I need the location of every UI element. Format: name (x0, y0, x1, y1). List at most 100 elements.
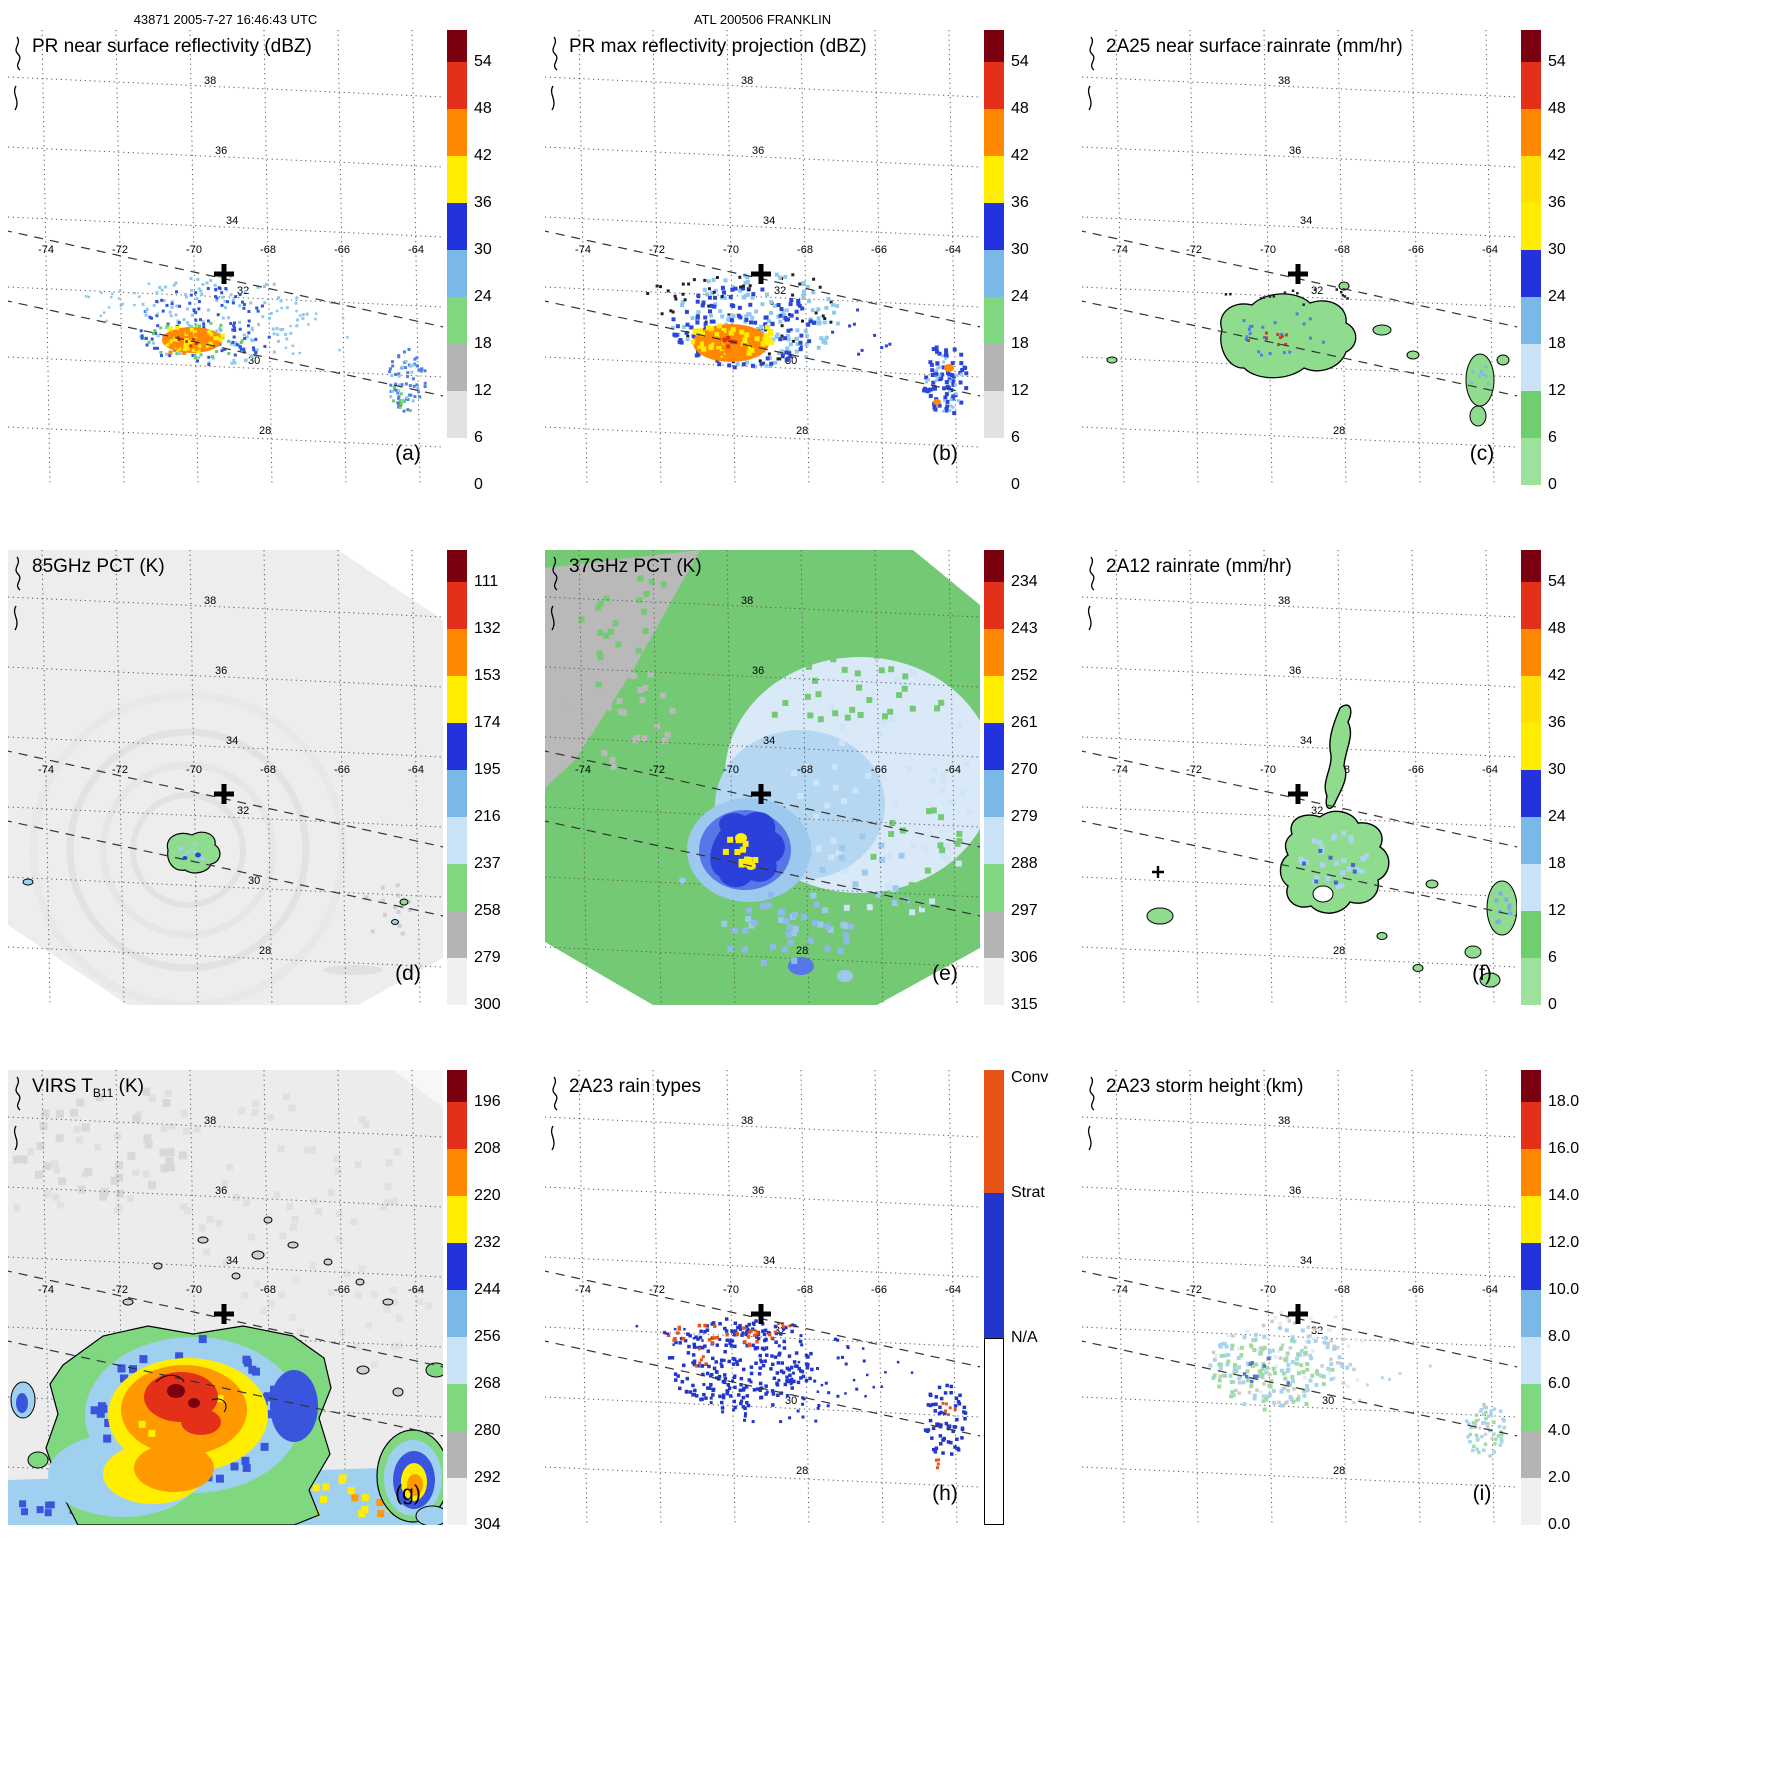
latitude-gridline (545, 806, 980, 828)
texture-arc (130, 792, 246, 908)
lon-label: -66 (1408, 764, 1424, 776)
map-blob (837, 970, 853, 982)
colorbar-tick-label: 174 (474, 714, 501, 731)
colorbar-tick-label: 306 (1011, 949, 1038, 966)
map-blob (195, 852, 201, 858)
latitude-gridline (545, 216, 980, 238)
colorbar-tick-label: 279 (474, 949, 501, 966)
lat-label: 38 (204, 75, 216, 87)
panel-b: 38 36 34 32 30 28 -74 -72 -70 -68 -66 -64 (b) PR max… (545, 30, 1082, 550)
colorbar-segment (984, 203, 1004, 250)
map-blob (399, 898, 409, 906)
colorbar-tick-label: 42 (474, 147, 492, 164)
map-region (338, 550, 443, 620)
colorbar-bar (984, 1070, 1004, 1525)
colorbar-segment (984, 391, 1004, 438)
coastline-icon (1087, 85, 1092, 111)
speckle-cluster (1224, 288, 1349, 306)
lat-label: 30 (1322, 1395, 1334, 1407)
lon-label: -74 (575, 764, 591, 776)
speckle-cluster (691, 1323, 866, 1424)
colorbar-tick-label: 0 (474, 476, 483, 493)
colorbar-segment (1521, 676, 1541, 723)
map-blob (356, 1365, 370, 1375)
speckle-cluster (241, 1262, 433, 1369)
longitude-gridline (874, 1070, 884, 1525)
speckle-cluster (1302, 848, 1357, 885)
lon-label: -66 (1408, 244, 1424, 256)
speckle-cluster (789, 308, 892, 356)
colorbar-over-range-segment (447, 30, 467, 62)
latitude-gridline (545, 596, 980, 618)
map-blob (16, 1393, 28, 1413)
map-blob (1324, 704, 1352, 810)
speckle-cluster (797, 1346, 914, 1398)
longitude-gridline (337, 1070, 347, 1525)
colorbar-tick-label: 18 (474, 335, 492, 352)
latitude-gridline (545, 1186, 980, 1208)
colorbar-tick-label: 2.0 (1548, 1469, 1571, 1486)
speckle-cluster (694, 330, 757, 361)
panel-letter: (i) (1473, 1482, 1492, 1505)
panel-letter: (g) (395, 1482, 421, 1505)
longitude-gridline (337, 30, 347, 485)
colorbar-tick-label: 42 (1548, 667, 1566, 684)
latitude-gridline (1082, 286, 1517, 308)
panel-letter: (c) (1470, 442, 1495, 465)
colorbar-over-range-segment (984, 30, 1004, 62)
speckle-cluster (1212, 1337, 1335, 1412)
colorbar-segment (1521, 1431, 1541, 1478)
colorbar-segment (447, 62, 467, 109)
colorbar-segment (984, 629, 1004, 676)
colorbar-segment (447, 1337, 467, 1384)
lon-label: -68 (797, 764, 813, 776)
panel-a-title: PR near surface reflectivity (dBZ) (32, 36, 312, 57)
colorbar-tick-label: 24 (1548, 808, 1566, 825)
colorbar-over-range-segment (1521, 1070, 1541, 1102)
lon-label: -70 (1260, 244, 1276, 256)
lat-label: 36 (215, 1185, 227, 1197)
latitude-gridline (545, 286, 980, 308)
latitude-gridline (545, 946, 980, 968)
map-blob (1372, 324, 1392, 336)
lon-label: -64 (1482, 1284, 1498, 1296)
longitude-gridline (578, 550, 588, 1005)
longitude-gridline (874, 30, 884, 485)
colorbar-segment (447, 156, 467, 203)
map-region (393, 1070, 443, 1108)
colorbar-segment (447, 911, 467, 958)
storm-center-marker (1288, 784, 1308, 804)
rain-type-label: Conv (1011, 1069, 1049, 1086)
map-region (8, 925, 128, 1005)
longitude-gridline (578, 1070, 588, 1525)
colorbar-segment (1521, 203, 1541, 250)
speckle-cluster (388, 348, 427, 413)
colorbar-segment (1521, 344, 1541, 391)
colorbar-tick-label: 153 (474, 667, 501, 684)
storm-center-marker (751, 784, 771, 804)
lat-label: 32 (1311, 285, 1323, 297)
colorbar-tick-label: 48 (474, 100, 492, 117)
map-blob (391, 919, 399, 925)
panel-c-title: 2A25 near surface rainrate (mm/hr) (1106, 36, 1403, 57)
colorbar-h: Conv Strat N/A (984, 1069, 1080, 1525)
colorbar-segment (984, 582, 1004, 629)
latitude-gridline (8, 286, 443, 308)
colorbar-segment (984, 1192, 1004, 1339)
lon-label: -66 (334, 1284, 350, 1296)
longitude-gridline (1485, 550, 1495, 1005)
texture-arc (99, 761, 277, 939)
colorbar-a: 54 48 42 36 30 24 18 12 6 0 (447, 30, 543, 493)
swath-edge-line (545, 300, 980, 397)
speckle-cluster (941, 1401, 957, 1417)
colorbar-tick-label: 30 (1548, 761, 1566, 778)
map-blob (1496, 354, 1510, 366)
lon-label: -72 (1186, 244, 1202, 256)
colorbar-segment (447, 817, 467, 864)
colorbar-tick-label: 48 (1548, 620, 1566, 637)
speckle-cluster (275, 301, 349, 355)
colorbar-tick-label: 256 (474, 1328, 501, 1345)
colorbar-segment (984, 297, 1004, 344)
coastline-icon (13, 85, 18, 111)
